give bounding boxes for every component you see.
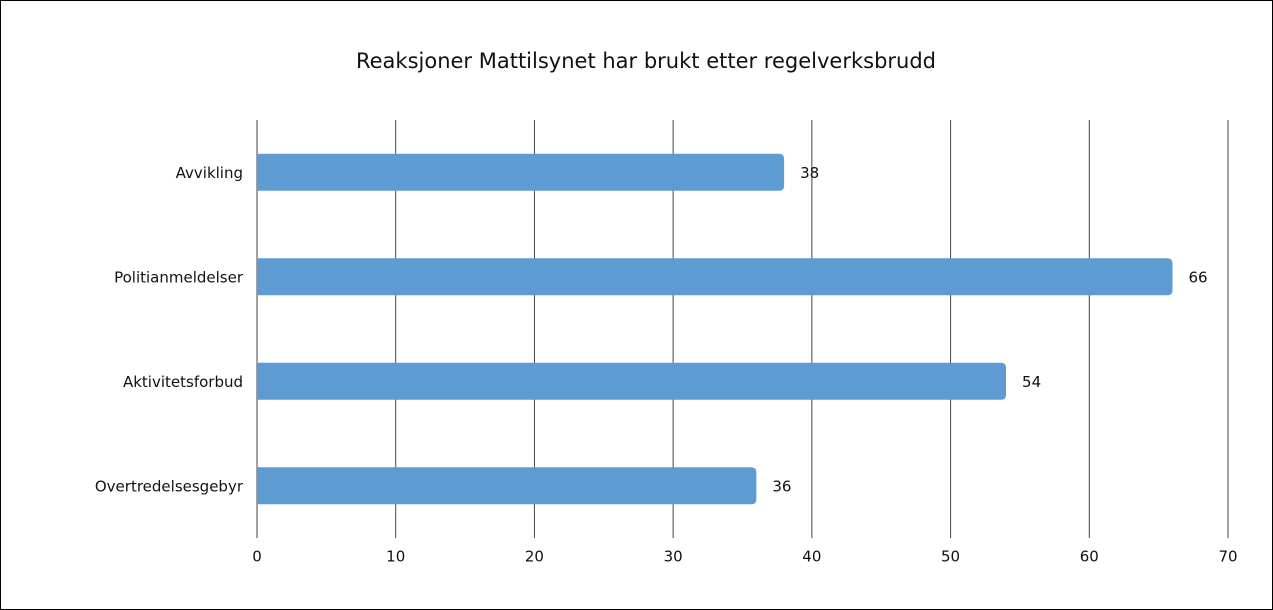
x-tick-label: 70 (1218, 548, 1237, 566)
chart-title: Reaksjoner Mattilsynet har brukt etter r… (356, 49, 936, 73)
x-tick-label: 60 (1080, 548, 1099, 566)
y-tick-label: Overtredelsesgebyr (95, 477, 244, 495)
bar (257, 467, 757, 505)
value-label: 66 (1189, 268, 1208, 286)
x-tick-label: 50 (941, 548, 960, 566)
y-tick-label: Avvikling (176, 164, 243, 182)
y-tick-label: Politianmeldelser (114, 268, 244, 286)
value-label: 38 (800, 164, 819, 182)
value-label: 54 (1022, 373, 1041, 391)
value-label: 36 (772, 477, 791, 495)
x-tick-label: 10 (386, 548, 405, 566)
x-tick-label: 0 (252, 548, 262, 566)
x-tick-label: 40 (802, 548, 821, 566)
y-tick-label: Aktivitetsforbud (123, 373, 243, 391)
bar (257, 258, 1173, 296)
bar (257, 153, 785, 191)
x-tick-label: 20 (525, 548, 544, 566)
bar (257, 362, 1007, 400)
x-tick-label: 30 (664, 548, 683, 566)
